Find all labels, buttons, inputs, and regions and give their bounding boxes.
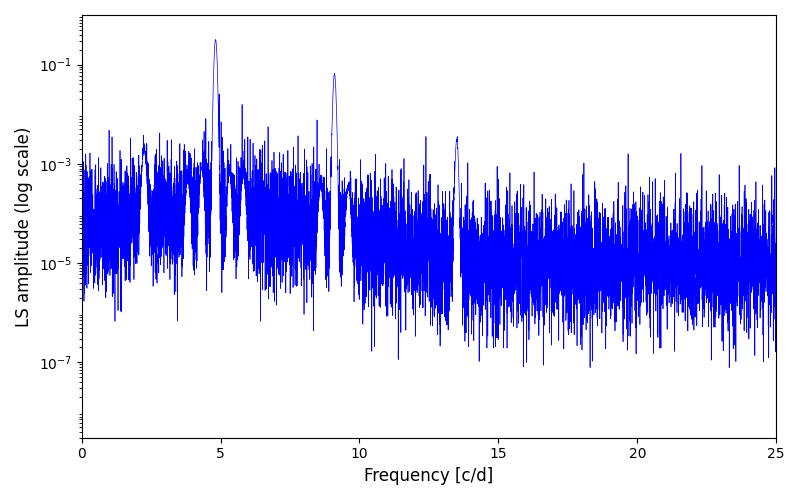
Y-axis label: LS amplitude (log scale): LS amplitude (log scale)	[15, 126, 33, 326]
X-axis label: Frequency [c/d]: Frequency [c/d]	[364, 467, 494, 485]
